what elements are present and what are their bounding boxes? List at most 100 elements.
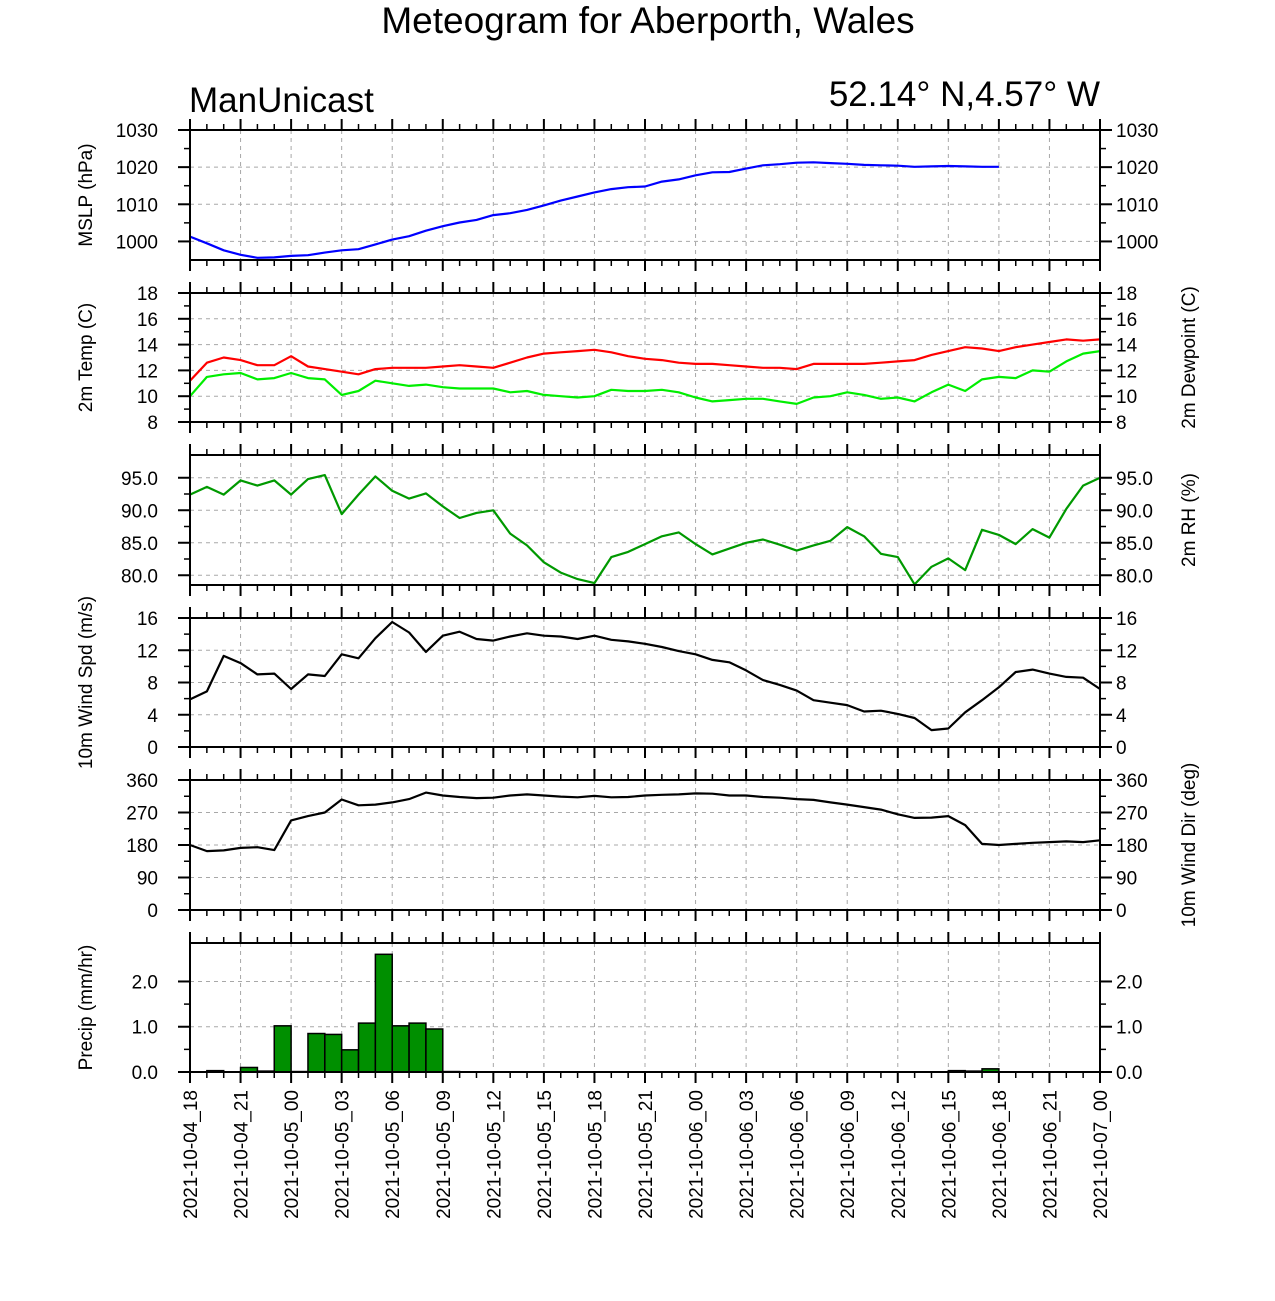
y-tick-label-right: 360 — [1116, 771, 1148, 792]
x-tick-label: 2021-10-06_00 — [687, 1090, 708, 1219]
y-tick-label-right: 8 — [1116, 674, 1127, 695]
x-tick-label: 2021-10-04_21 — [232, 1090, 253, 1219]
x-tick-label: 2021-10-06_06 — [788, 1090, 809, 1219]
y-tick-label-right: 90 — [1116, 869, 1137, 890]
y-tick-label-left: 1010 — [116, 195, 158, 216]
y-tick-label-left: 270 — [126, 804, 158, 825]
y-tick-label-left: 1030 — [116, 121, 158, 142]
y-axis-title-left: MSLP (hPa) — [76, 143, 97, 246]
panel-wind_speed: 0 0 4 4 8 8 12 12 16 16 10m Wind Spd (m/s) — [76, 596, 1137, 769]
y-tick-label-right: 10 — [1116, 387, 1137, 408]
x-tick-label: 2021-10-06_15 — [939, 1090, 960, 1219]
precip-bar — [425, 1028, 444, 1073]
y-tick-label-left: 2.0 — [132, 972, 158, 993]
y-tick-label-left: 8 — [147, 413, 158, 434]
y-tick-label-right: 12 — [1116, 641, 1137, 662]
y-tick-label-right: 1000 — [1116, 232, 1158, 253]
y-tick-label-left: 0.0 — [132, 1063, 158, 1084]
x-tick-label: 2021-10-06_09 — [838, 1090, 859, 1219]
chart-title: Meteogram for Aberporth, Wales — [381, 0, 914, 41]
model-name-label: ManUnicast — [189, 81, 374, 120]
y-axis-title-left: 2m Temp (C) — [76, 303, 97, 412]
panel-mslp: 1000 1000 1010 1010 1020 1020 1030 1030 MSLP (hP… — [76, 119, 1158, 271]
y-tick-label-left: 4 — [147, 706, 158, 727]
x-tick-label: 2021-10-04_18 — [181, 1090, 202, 1219]
y-tick-label-left: 80.0 — [121, 566, 158, 587]
x-tick-label: 2021-10-05_03 — [333, 1090, 354, 1219]
x-tick-label: 2021-10-06_03 — [737, 1090, 758, 1219]
y-tick-label-right: 16 — [1116, 310, 1137, 331]
y-tick-label-left: 90 — [137, 869, 158, 890]
x-tick-label: 2021-10-06_12 — [889, 1090, 910, 1219]
y-tick-label-right: 0.0 — [1116, 1063, 1142, 1084]
y-tick-label-right: 90.0 — [1116, 501, 1153, 522]
y-tick-label-right: 0 — [1116, 738, 1127, 759]
precip-bar — [408, 1022, 427, 1073]
series-line-rh-0 — [189, 474, 1101, 586]
series-line-wind_speed-0 — [189, 620, 1101, 732]
panel-wind_direction: 0 0 90 90 180 180 270 270 360 360 10m Wind Dir (de… — [126, 763, 1200, 928]
y-tick-label-right: 180 — [1116, 836, 1148, 857]
y-tick-label-right: 4 — [1116, 706, 1127, 727]
y-tick-label-right: 14 — [1116, 336, 1138, 357]
y-tick-label-right: 8 — [1116, 413, 1127, 434]
y-tick-label-left: 10 — [137, 387, 158, 408]
y-tick-label-right: 18 — [1116, 284, 1137, 305]
y-tick-label-right: 1030 — [1116, 121, 1158, 142]
y-tick-label-left: 14 — [137, 336, 159, 357]
y-tick-label-left: 1020 — [116, 158, 158, 179]
y-tick-label-left: 95.0 — [121, 469, 158, 490]
x-tick-label: 2021-10-05_00 — [282, 1090, 303, 1219]
y-tick-label-left: 180 — [126, 836, 158, 857]
y-tick-label-right: 2.0 — [1116, 972, 1142, 993]
series-line-temperature-1 — [189, 350, 1101, 405]
y-tick-label-left: 1000 — [116, 232, 158, 253]
panel-precip: 0.0 0.0 1.0 1.0 2.0 2.0 Precip (mm/hr) — [76, 932, 1142, 1084]
y-tick-label-right: 1.0 — [1116, 1018, 1142, 1039]
y-tick-label-right: 95.0 — [1116, 469, 1153, 490]
precip-bar — [391, 1025, 410, 1073]
location-coordinates: 52.14° N,4.57° W — [829, 75, 1100, 114]
y-axis-title-left: Precip (mm/hr) — [76, 945, 97, 1071]
x-tick-label: 2021-10-05_06 — [383, 1090, 404, 1219]
x-tick-label: 2021-10-07_00 — [1091, 1090, 1112, 1219]
y-axis-title-right: 2m Dewpoint (C) — [1179, 286, 1200, 429]
series-line-temperature-0 — [189, 338, 1101, 382]
precip-bar — [307, 1032, 326, 1073]
series-line-wind_direction-0 — [189, 791, 1101, 853]
y-tick-label-right: 0 — [1116, 901, 1127, 922]
y-tick-label-left: 18 — [137, 284, 158, 305]
precip-bar — [324, 1033, 343, 1073]
y-axis-title-right: 10m Wind Dir (deg) — [1179, 763, 1200, 928]
y-tick-label-right: 85.0 — [1116, 534, 1153, 555]
panel-temperature: 8 8 10 10 12 12 14 14 16 16 18 18 2m Temp (C) 2m Dewp… — [76, 282, 1200, 434]
y-tick-label-left: 8 — [147, 674, 158, 695]
y-axis-title-right: 2m RH (%) — [1179, 473, 1200, 567]
precip-bar — [374, 953, 393, 1073]
y-tick-label-right: 270 — [1116, 804, 1148, 825]
series-line-mslp-0 — [189, 161, 999, 259]
x-tick-label: 2021-10-05_15 — [535, 1090, 556, 1219]
y-tick-label-left: 12 — [137, 641, 158, 662]
x-tick-label: 2021-10-06_18 — [990, 1090, 1011, 1219]
y-tick-label-right: 1010 — [1116, 195, 1158, 216]
y-tick-label-right: 1020 — [1116, 158, 1158, 179]
y-axis-title-left: 10m Wind Spd (m/s) — [76, 596, 97, 769]
y-tick-label-left: 85.0 — [121, 534, 158, 555]
y-tick-label-left: 16 — [137, 609, 158, 630]
y-tick-label-left: 90.0 — [121, 501, 158, 522]
x-tick-label: 2021-10-05_21 — [636, 1090, 657, 1219]
x-tick-label: 2021-10-05_12 — [484, 1090, 505, 1219]
x-tick-label: 2021-10-05_18 — [585, 1090, 606, 1219]
x-tick-label: 2021-10-06_21 — [1040, 1090, 1061, 1219]
y-tick-label-right: 12 — [1116, 361, 1137, 382]
y-tick-label-left: 12 — [137, 361, 158, 382]
precip-bar — [357, 1022, 377, 1073]
y-tick-label-left: 360 — [126, 771, 158, 792]
precip-bar — [273, 1025, 292, 1073]
y-tick-label-right: 80.0 — [1116, 566, 1153, 587]
y-tick-label-left: 1.0 — [132, 1018, 158, 1039]
y-tick-label-left: 16 — [137, 310, 158, 331]
